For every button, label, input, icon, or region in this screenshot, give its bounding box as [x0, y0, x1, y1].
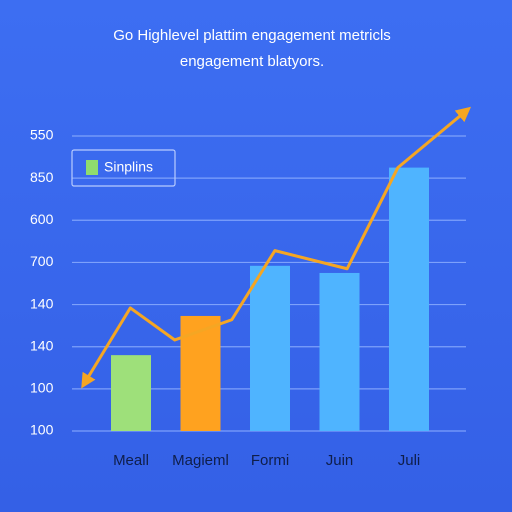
- y-tick-label: 850: [30, 169, 54, 185]
- x-tick-label: Magieml: [172, 452, 229, 469]
- x-tick-label: Juin: [326, 452, 354, 469]
- x-tick-label: Meall: [113, 452, 149, 469]
- y-tick-label: 140: [30, 337, 54, 353]
- y-tick-label: 100: [30, 422, 54, 438]
- bar: [389, 167, 429, 431]
- legend-label: Sinplins: [104, 159, 153, 175]
- y-tick-label: 600: [30, 211, 54, 227]
- bar: [111, 355, 151, 431]
- y-tick-label: 700: [30, 253, 54, 269]
- legend-swatch: [86, 160, 98, 175]
- chart-title: Go Highlevel plattim engagement metricls: [113, 27, 391, 44]
- x-tick-label: Juli: [398, 452, 421, 469]
- bar: [319, 272, 360, 431]
- y-tick-label: 100: [30, 380, 54, 396]
- x-tick-label: Formi: [251, 452, 289, 469]
- bar: [250, 265, 290, 431]
- bar: [180, 315, 221, 431]
- chart-subtitle: engagement blatyors.: [180, 53, 324, 70]
- y-tick-label: 550: [30, 127, 54, 143]
- trend-line: [81, 106, 472, 389]
- y-tick-label: 140: [30, 295, 54, 311]
